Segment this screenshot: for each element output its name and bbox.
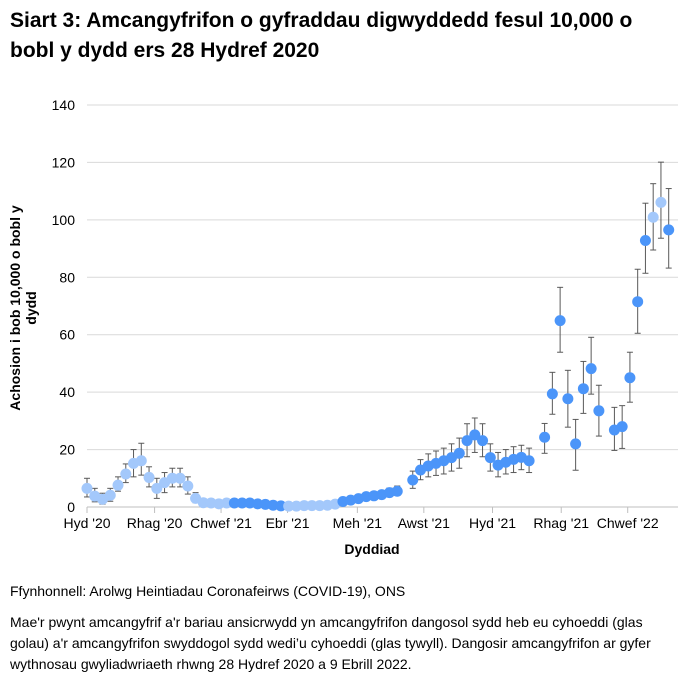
y-tick-label: 140	[52, 97, 76, 113]
x-axis-label: Dyddiad	[344, 541, 400, 557]
data-point	[81, 482, 93, 494]
x-tick-label: Hyd '21	[469, 515, 516, 531]
data-point	[306, 500, 318, 512]
data-point	[166, 472, 178, 484]
x-tick-label: Hyd '20	[63, 515, 110, 531]
data-point	[639, 235, 651, 247]
data-point	[585, 363, 597, 375]
x-tick-label: Chwef '22	[597, 515, 659, 531]
y-tick-label: 80	[59, 269, 75, 285]
data-point	[275, 500, 287, 512]
y-tick-label: 40	[59, 384, 75, 400]
y-tick-label: 0	[67, 499, 75, 515]
data-point	[477, 435, 489, 447]
source-text: Ffynhonnell: Arolwg Heintiadau Coronafei…	[10, 583, 406, 599]
y-tick-label: 20	[59, 442, 75, 458]
x-tick-label: Chwef '21	[190, 515, 252, 531]
data-point	[647, 211, 659, 223]
data-point	[174, 472, 186, 484]
y-tick-label: 60	[59, 327, 75, 343]
y-tick-label: 100	[52, 212, 76, 228]
y-tick-label: 120	[52, 154, 76, 170]
note-text: Mae'r pwynt amcangyfrif a'r bariau ansic…	[10, 614, 651, 672]
x-tick-label: Awst '21	[398, 515, 450, 531]
data-point	[182, 480, 194, 492]
data-point	[407, 474, 419, 486]
data-point	[632, 296, 644, 308]
data-point	[554, 315, 566, 327]
data-point	[112, 479, 124, 491]
chart-title: Siart 3: Amcangyfrifon o gyfraddau digwy…	[10, 9, 633, 62]
data-point	[236, 497, 248, 509]
data-point	[577, 383, 589, 395]
data-point	[151, 482, 163, 494]
data-point	[453, 447, 465, 459]
x-tick-label: Rhag '21	[533, 515, 589, 531]
data-point	[484, 452, 496, 464]
data-point	[283, 500, 295, 512]
data-point	[461, 435, 473, 447]
data-point	[135, 455, 147, 467]
x-tick-label: Meh '21	[333, 515, 383, 531]
data-point	[314, 500, 326, 512]
x-tick-label: Ebr '21	[266, 515, 310, 531]
data-point	[143, 471, 155, 483]
data-point	[539, 431, 551, 443]
data-point	[298, 500, 310, 512]
data-point	[197, 497, 209, 509]
data-point	[523, 455, 535, 467]
data-point	[562, 393, 574, 405]
data-point	[655, 196, 667, 208]
data-point	[120, 468, 132, 480]
data-point	[663, 224, 675, 236]
data-point	[469, 429, 481, 441]
data-point	[593, 405, 605, 417]
data-point	[616, 421, 628, 433]
data-point	[546, 388, 558, 400]
data-point	[228, 497, 240, 509]
data-point	[624, 372, 636, 384]
x-tick-label: Rhag '20	[127, 515, 183, 531]
data-point	[570, 438, 582, 450]
data-point	[391, 485, 403, 497]
data-point	[221, 497, 233, 509]
data-point	[104, 489, 116, 501]
